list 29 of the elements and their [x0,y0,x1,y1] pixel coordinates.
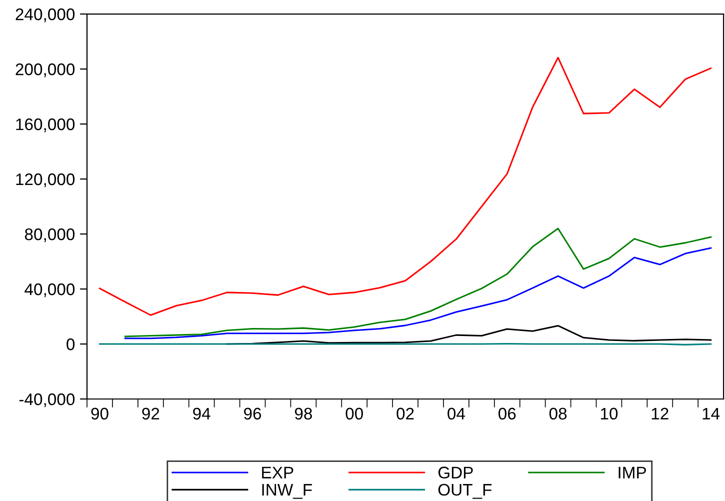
x-tick-label: 12 [652,408,668,420]
line-series [124,247,712,340]
x-tick-label: 04 [448,408,465,420]
y-tick-label: -40,000 [19,393,75,408]
x-tick-label: 14 [702,408,720,420]
legend-label: INW_F [262,484,312,499]
y-tick-label: 80,000 [24,228,75,242]
legend-label: OUT_F [438,484,492,499]
x-tick-label: 02 [396,408,414,420]
y-tick-label: 40,000 [24,283,75,298]
x-tick-label: 08 [549,408,567,420]
legend-label: GDP [438,466,473,478]
x-tick-label: 96 [244,408,262,420]
line-series [98,56,712,316]
x-tick-label: 92 [142,408,160,420]
y-tick-label: 0 [66,338,75,350]
y-tick-label: 120,000 [16,173,75,188]
x-tick-label: 94 [193,408,210,420]
legend-label: EXP [262,466,294,478]
x-tick-label: 98 [294,408,312,420]
y-tick-label: 200,000 [16,63,75,78]
x-tick-label: 06 [498,408,516,420]
y-tick-label: 160,000 [16,118,75,132]
x-tick-label: 90 [91,408,108,420]
line-series [124,228,712,338]
legend-label: IMP [618,466,646,478]
x-tick-label: 00 [346,408,363,420]
x-tick-label: 10 [600,408,618,420]
y-tick-label: 240,000 [16,8,75,22]
